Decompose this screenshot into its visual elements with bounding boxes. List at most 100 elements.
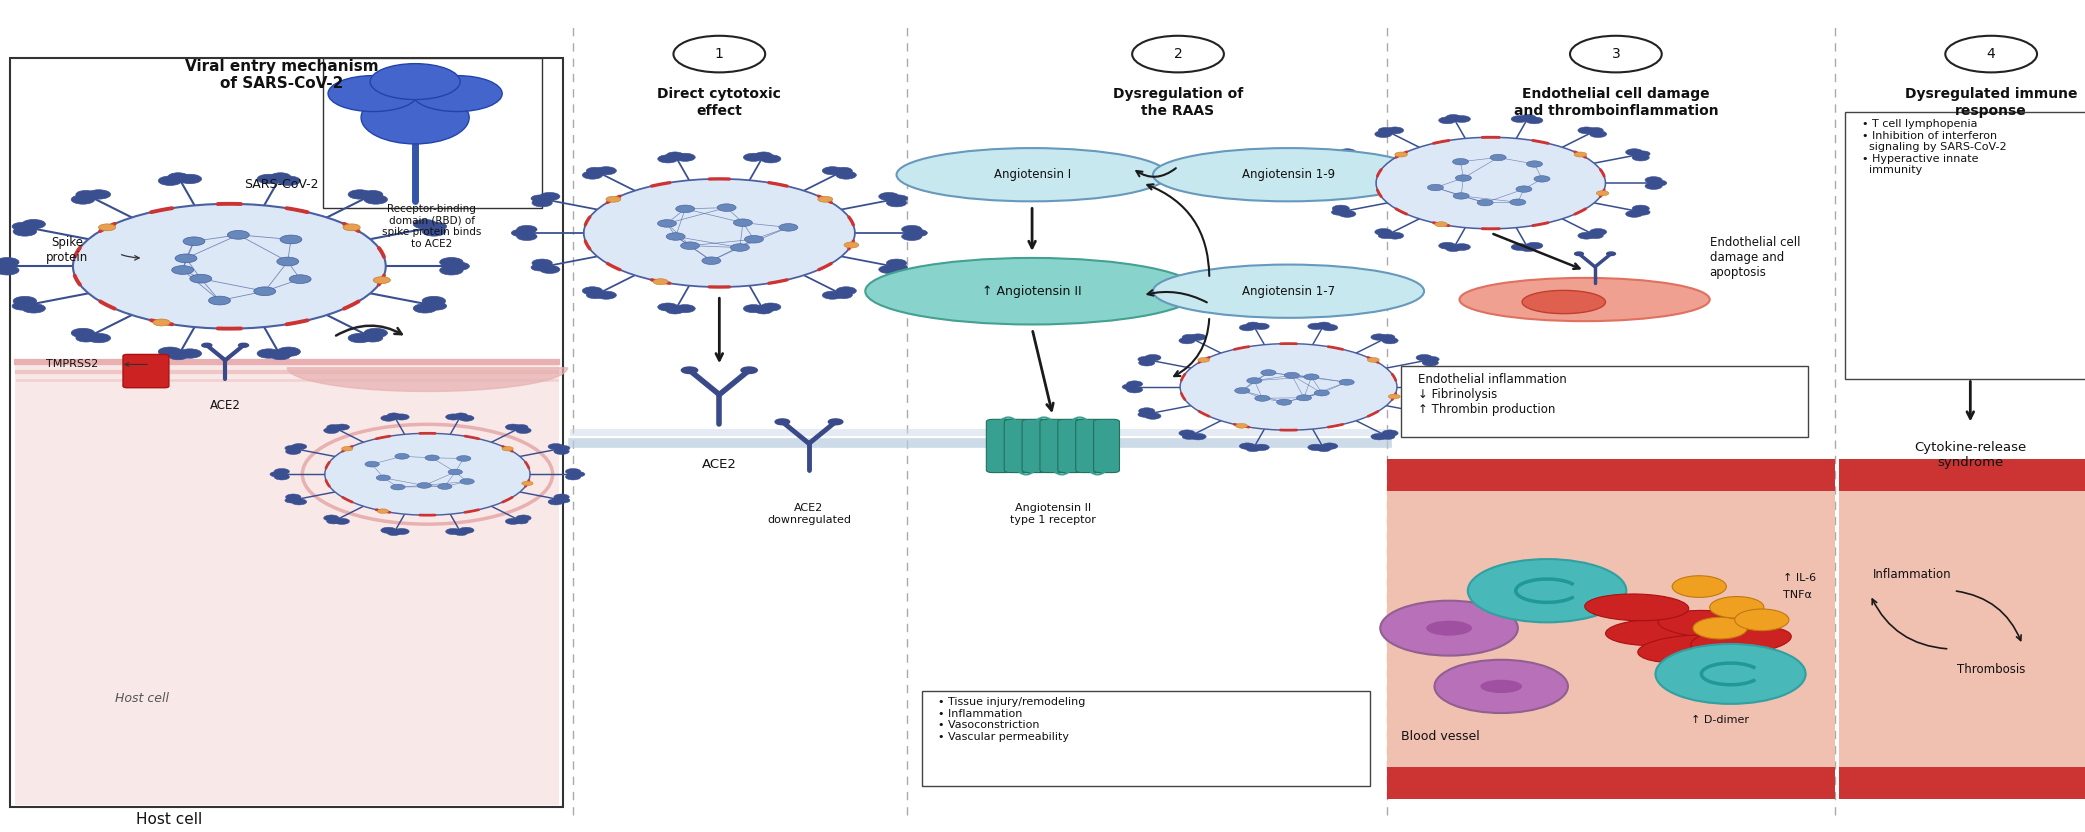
Circle shape bbox=[75, 334, 96, 342]
FancyBboxPatch shape bbox=[1839, 459, 2085, 491]
Circle shape bbox=[177, 349, 202, 359]
FancyBboxPatch shape bbox=[1057, 419, 1084, 473]
Circle shape bbox=[371, 63, 461, 100]
Circle shape bbox=[273, 474, 290, 480]
Circle shape bbox=[323, 428, 340, 433]
Circle shape bbox=[682, 367, 698, 374]
Circle shape bbox=[1247, 322, 1259, 328]
Circle shape bbox=[532, 199, 553, 207]
Circle shape bbox=[71, 195, 94, 204]
Circle shape bbox=[1380, 334, 1395, 340]
Circle shape bbox=[1520, 115, 1537, 121]
Text: ACE2
downregulated: ACE2 downregulated bbox=[767, 503, 851, 525]
Circle shape bbox=[1247, 446, 1259, 452]
Circle shape bbox=[755, 307, 771, 314]
Circle shape bbox=[1178, 337, 1195, 344]
Circle shape bbox=[761, 155, 782, 163]
Circle shape bbox=[421, 296, 446, 305]
Circle shape bbox=[1589, 233, 1603, 239]
Text: Angiotensin II
type 1 receptor: Angiotensin II type 1 receptor bbox=[1009, 503, 1097, 525]
Circle shape bbox=[511, 230, 530, 236]
Circle shape bbox=[548, 443, 563, 449]
Circle shape bbox=[0, 265, 19, 275]
Text: ↑ Angiotensin II: ↑ Angiotensin II bbox=[982, 285, 1082, 298]
Circle shape bbox=[334, 518, 350, 524]
Circle shape bbox=[457, 456, 471, 461]
Ellipse shape bbox=[1605, 619, 1710, 646]
Circle shape bbox=[238, 344, 248, 347]
Circle shape bbox=[446, 528, 461, 535]
Circle shape bbox=[440, 257, 463, 267]
Circle shape bbox=[1589, 131, 1608, 137]
Circle shape bbox=[327, 518, 340, 524]
Circle shape bbox=[1320, 176, 1336, 184]
Circle shape bbox=[175, 254, 196, 263]
Circle shape bbox=[1455, 175, 1472, 181]
Circle shape bbox=[834, 291, 853, 299]
Circle shape bbox=[388, 530, 400, 536]
FancyBboxPatch shape bbox=[1839, 491, 2085, 767]
Circle shape bbox=[202, 344, 213, 347]
Circle shape bbox=[730, 244, 749, 251]
Circle shape bbox=[455, 413, 467, 418]
Circle shape bbox=[1238, 324, 1255, 331]
Circle shape bbox=[394, 414, 409, 420]
Circle shape bbox=[425, 455, 440, 461]
Circle shape bbox=[821, 291, 842, 300]
FancyBboxPatch shape bbox=[323, 58, 542, 208]
Circle shape bbox=[548, 499, 563, 505]
Circle shape bbox=[584, 179, 855, 287]
Circle shape bbox=[1370, 433, 1387, 440]
Circle shape bbox=[256, 174, 281, 184]
Circle shape bbox=[1332, 151, 1347, 156]
Circle shape bbox=[1526, 117, 1543, 124]
Circle shape bbox=[158, 176, 181, 186]
Circle shape bbox=[657, 303, 678, 311]
Circle shape bbox=[158, 347, 181, 356]
Circle shape bbox=[277, 347, 300, 356]
Circle shape bbox=[1236, 423, 1247, 428]
Circle shape bbox=[75, 191, 96, 199]
Circle shape bbox=[1316, 180, 1330, 186]
Circle shape bbox=[1138, 412, 1153, 418]
Text: ↑ D-dimer: ↑ D-dimer bbox=[1691, 715, 1749, 725]
Circle shape bbox=[344, 224, 361, 230]
Circle shape bbox=[425, 222, 446, 230]
Circle shape bbox=[502, 447, 513, 451]
Circle shape bbox=[327, 424, 340, 430]
Circle shape bbox=[1180, 344, 1397, 430]
Circle shape bbox=[269, 472, 284, 477]
Circle shape bbox=[1132, 36, 1224, 72]
Circle shape bbox=[446, 414, 461, 420]
Circle shape bbox=[517, 225, 538, 234]
Circle shape bbox=[505, 424, 521, 430]
Circle shape bbox=[844, 242, 859, 248]
Circle shape bbox=[1255, 395, 1270, 401]
Circle shape bbox=[744, 305, 763, 313]
Circle shape bbox=[1145, 413, 1161, 419]
Circle shape bbox=[413, 304, 436, 313]
Circle shape bbox=[382, 415, 396, 421]
Circle shape bbox=[448, 469, 463, 475]
Circle shape bbox=[1322, 443, 1339, 449]
Circle shape bbox=[171, 265, 194, 275]
Circle shape bbox=[1633, 206, 1649, 212]
Circle shape bbox=[169, 352, 188, 359]
Circle shape bbox=[1307, 444, 1324, 451]
Circle shape bbox=[540, 192, 561, 201]
Circle shape bbox=[1441, 384, 1455, 389]
Text: • Tissue injury/remodeling
• Inflammation
• Vasoconstriction
• Vascular permeabi: • Tissue injury/remodeling • Inflammatio… bbox=[938, 697, 1086, 742]
Circle shape bbox=[1424, 412, 1439, 418]
Circle shape bbox=[1297, 394, 1311, 401]
Circle shape bbox=[183, 237, 204, 245]
Circle shape bbox=[667, 233, 686, 240]
Circle shape bbox=[169, 173, 188, 181]
Ellipse shape bbox=[1426, 621, 1472, 636]
Circle shape bbox=[1651, 180, 1666, 186]
Circle shape bbox=[88, 190, 111, 199]
Circle shape bbox=[23, 304, 46, 313]
Circle shape bbox=[582, 171, 603, 179]
Circle shape bbox=[565, 468, 582, 474]
Circle shape bbox=[448, 262, 469, 270]
Circle shape bbox=[438, 483, 452, 489]
